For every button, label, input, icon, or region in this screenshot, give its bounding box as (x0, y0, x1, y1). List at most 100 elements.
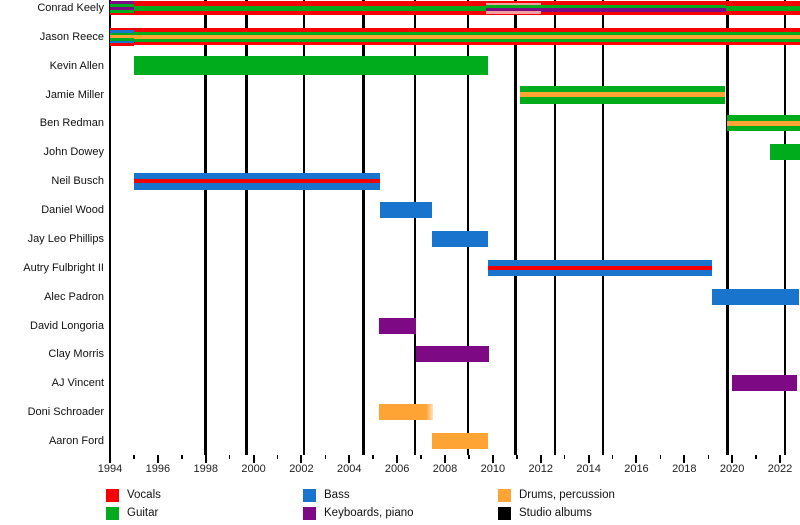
timeline-bar-segment (133, 28, 800, 46)
x-axis-major-tick (683, 455, 686, 463)
x-axis-minor-tick (228, 455, 231, 459)
bar-stripe-bass (488, 259, 712, 266)
bar-stripe-keyboards (416, 346, 490, 363)
x-axis-tick-label: 2008 (432, 463, 458, 475)
legend-swatch-albums (498, 507, 511, 520)
bar-stripe-guitar (727, 115, 800, 121)
x-axis-tick-label: 1994 (97, 463, 123, 475)
timeline-bar-segment (732, 375, 797, 392)
bar-stripe-drums (110, 35, 134, 39)
bar-stripe-guitar (133, 56, 489, 76)
x-axis-major-tick (779, 455, 782, 463)
bar-stripe-vocals (540, 11, 727, 15)
bar-stripe-bass (431, 230, 489, 247)
legend-swatch-vocals (106, 489, 119, 502)
legend-swatch-drums (498, 489, 511, 502)
legend-swatch-bass (303, 489, 316, 502)
bar-stripe-vocals (485, 1, 541, 3)
bar-stripe-guitar (133, 38, 800, 42)
x-axis-major-tick (731, 455, 734, 463)
bar-stripe-guitar (110, 38, 134, 41)
studio-album-line (514, 0, 517, 455)
bar-stripe-vocals (485, 13, 541, 15)
timeline-bar-segment (711, 288, 800, 305)
member-label: David Longoria (30, 319, 104, 332)
timeline-bar-segment (133, 56, 489, 76)
bar-stripe-guitar (770, 144, 800, 161)
bar-stripe-keyboards (540, 8, 727, 12)
member-label: Daniel Wood (41, 204, 104, 217)
member-label: Clay Morris (48, 348, 104, 361)
x-axis-major-tick (396, 455, 399, 463)
x-axis-minor-tick (659, 455, 662, 459)
studio-album-line (245, 0, 248, 455)
member-label: Jason Reece (39, 30, 104, 43)
legend-label: Keyboards, piano (324, 507, 414, 519)
member-label: Alec Padron (44, 290, 104, 303)
bar-stripe-drums (133, 34, 800, 39)
bar-stripe-drums (727, 120, 800, 126)
bar-stripe-vocals (540, 1, 727, 5)
x-axis-minor-tick (755, 455, 757, 459)
x-axis-minor-tick (563, 455, 566, 459)
timeline-bar-segment (133, 1, 486, 15)
member-label: Conrad Keely (37, 2, 104, 14)
member-label: Ben Redman (39, 117, 104, 130)
x-axis-tick-label: 2002 (289, 463, 314, 475)
x-axis-tick-label: 2000 (241, 463, 266, 475)
bar-stripe-keyboards (485, 8, 541, 11)
bar-stripe-vocals (133, 1, 486, 6)
timeline-bar-segment (488, 259, 712, 276)
x-axis-tick-label: 2020 (719, 463, 745, 475)
studio-album-line (601, 0, 605, 455)
studio-album-line (553, 0, 557, 455)
timeline-bar-segment (540, 1, 727, 15)
legend-label: Bass (324, 489, 350, 501)
x-axis-tick-label: 2016 (624, 463, 649, 475)
studio-album-line (413, 0, 417, 455)
bar-stripe-vocals (133, 179, 381, 184)
legend-label: Drums, percussion (519, 489, 615, 501)
bar-stripe-vocals (133, 28, 800, 32)
bar-stripe-guitar (485, 5, 541, 8)
timeline-bar-segment (110, 1, 134, 15)
bar-stripe-vocals_pale (485, 2, 541, 5)
member-label: AJ Vincent (51, 377, 104, 390)
timeline-bar-segment (379, 317, 417, 334)
member-label: Autry Fulbright II (23, 261, 104, 274)
studio-album-line (204, 0, 207, 455)
timeline-bar-segment (431, 230, 489, 247)
x-axis-minor-tick (516, 455, 518, 459)
bar-stripe-bass (488, 269, 712, 276)
legend-label: Studio albums (519, 507, 592, 519)
member-label: Kevin Allen (49, 59, 104, 72)
legend-swatch-keyboards (303, 507, 316, 520)
x-axis-minor-tick (276, 455, 279, 459)
x-axis-minor-tick (372, 455, 374, 459)
x-axis-minor-tick (420, 455, 422, 459)
bar-stripe-bass (380, 202, 432, 219)
bar-stripe-guitar (110, 32, 134, 36)
bar-stripe-vocals (133, 10, 486, 15)
bar-stripe-guitar (520, 97, 725, 104)
y-axis-line (109, 0, 111, 455)
timeline-bar-segment (727, 115, 800, 132)
x-axis-major-tick (252, 455, 255, 463)
timeline-bar-segment (379, 404, 426, 421)
timeline-bar-segment (425, 404, 434, 421)
timeline-bar-segment (380, 202, 432, 219)
timeline-bar-segment (726, 1, 800, 15)
bar-stripe-keyboards (110, 1, 134, 4)
bar-stripe-guitar (110, 9, 134, 13)
studio-album-line (726, 0, 729, 455)
bar-stripe-vocals (110, 27, 134, 31)
x-axis-tick-label: 2006 (384, 463, 410, 475)
x-axis-major-tick (539, 455, 542, 463)
x-axis-minor-tick (181, 455, 183, 459)
bar-stripe-vocals (726, 10, 800, 15)
member-label: Jamie Miller (45, 88, 104, 101)
x-axis-major-tick (109, 455, 111, 463)
bar-stripe-vocals (110, 43, 134, 46)
bar-stripe-vocals_pale (485, 11, 541, 14)
